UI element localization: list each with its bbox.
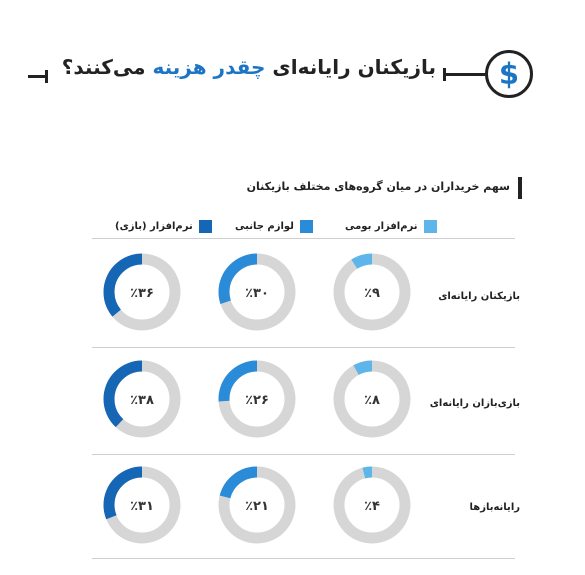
header-left-rule [28, 70, 48, 83]
donut-value-label: ٪۳۸ [130, 393, 154, 408]
donut-value-arc [333, 253, 411, 331]
donut-value-label: ٪۲۱ [245, 499, 269, 514]
donut: ٪۳۶ [103, 253, 181, 331]
grid-line [92, 238, 515, 239]
legend-swatch [299, 219, 313, 233]
donut-value-label: ٪۲۶ [245, 393, 269, 408]
donut-value-label: ٪۳۰ [245, 286, 269, 301]
donut: ٪۸ [333, 360, 411, 438]
donut: ٪۳۰ [218, 253, 296, 331]
donut: ٪۳۱ [103, 466, 181, 544]
grid-line [92, 347, 515, 348]
donut: ٪۲۱ [218, 466, 296, 544]
row-label-pc-players: بازیکنان رایانه‌ای [438, 291, 520, 302]
row-label-pc-enthusiasts: رایانه‌بازها [469, 502, 520, 513]
donut-value-label: ٪۳۶ [130, 286, 154, 301]
donut-value-arc [103, 360, 181, 438]
grid-line [92, 558, 515, 559]
legend-swatch [423, 219, 437, 233]
dollar-glyph: $ [498, 57, 520, 91]
donut-value-arc [333, 360, 411, 438]
donut-value-arc [218, 253, 296, 331]
donut: ٪۲۶ [218, 360, 296, 438]
dollar-circle-icon: $ [485, 50, 533, 98]
legend-item-native-software: نرم‌افزار بومی [345, 219, 437, 233]
legend-item-accessories: لوازم جانبی [235, 219, 313, 233]
title-suffix: می‌کنند؟ [61, 55, 146, 79]
section-title-bar [518, 177, 522, 199]
donut-value-arc [333, 466, 411, 544]
donut: ٪۹ [333, 253, 411, 331]
donut-value-arc [218, 360, 296, 438]
row-label-pc-gamers: بازی‌بازان رایانه‌ای [429, 398, 520, 409]
title-accent: چقدر هزینه [152, 55, 266, 79]
donut-value-arc [218, 466, 296, 544]
page-title: بازیکنان رایانه‌ای چقدر هزینه می‌کنند؟ [58, 55, 436, 79]
title-prefix: بازیکنان رایانه‌ای [272, 55, 436, 79]
donut: ٪۳۸ [103, 360, 181, 438]
legend-label: لوازم جانبی [235, 220, 294, 232]
grid-line [92, 454, 515, 455]
header-right-rule [443, 68, 485, 81]
legend-label: نرم‌افزار بومی [345, 220, 418, 232]
legend-label: نرم‌افزار (بازی) [115, 220, 193, 232]
donut-value-label: ٪۳۱ [130, 499, 154, 514]
legend-item-game-software: نرم‌افزار (بازی) [115, 219, 212, 233]
donut: ٪۴ [333, 466, 411, 544]
donut-value-label: ٪۹ [364, 286, 380, 301]
donut-value-label: ٪۴ [364, 499, 380, 514]
donut-value-arc [103, 466, 181, 544]
donut-value-label: ٪۸ [364, 393, 380, 408]
donut-value-arc [103, 253, 181, 331]
legend-swatch [198, 219, 212, 233]
chart-title: سهم خریداران در میان گروه‌های مختلف بازی… [246, 180, 510, 193]
